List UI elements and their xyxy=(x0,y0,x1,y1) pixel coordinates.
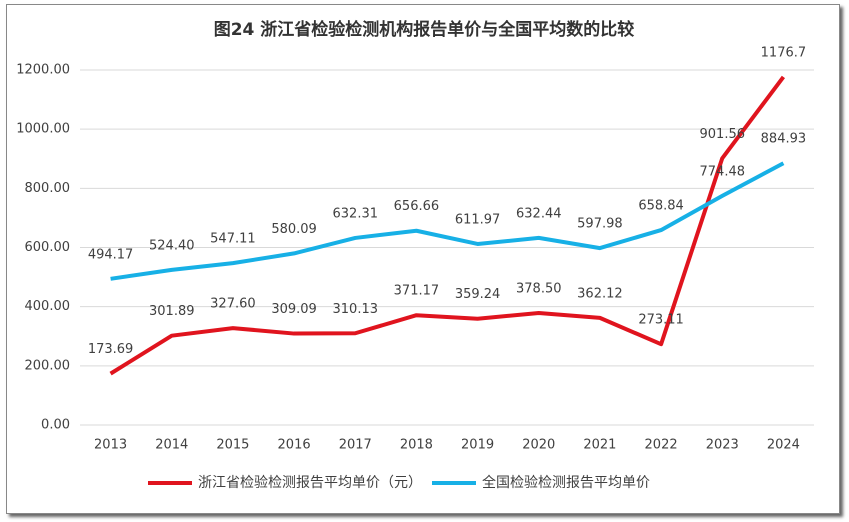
data-label: 632.31 xyxy=(333,206,379,221)
data-label: 310.13 xyxy=(333,302,379,317)
x-tick-label: 2015 xyxy=(216,438,249,453)
y-tick-label: 800.00 xyxy=(25,181,71,196)
x-tick-label: 2021 xyxy=(583,438,616,453)
data-label: 658.84 xyxy=(638,199,684,214)
data-label: 901.56 xyxy=(700,127,746,142)
x-tick-label: 2019 xyxy=(461,438,494,453)
data-label: 359.24 xyxy=(455,287,501,302)
data-label: 580.09 xyxy=(271,222,317,237)
data-label: 597.98 xyxy=(577,217,623,232)
data-label: 378.50 xyxy=(516,282,562,297)
x-tick-label: 2018 xyxy=(400,438,433,453)
data-label: 309.09 xyxy=(271,302,317,317)
y-tick-label: 400.00 xyxy=(25,299,71,314)
x-tick-label: 2022 xyxy=(645,438,678,453)
data-label: 524.40 xyxy=(149,238,195,253)
data-label: 173.69 xyxy=(88,342,134,357)
data-label: 362.12 xyxy=(577,286,623,301)
x-tick-label: 2017 xyxy=(339,438,372,453)
x-tick-label: 2014 xyxy=(155,438,188,453)
x-tick-label: 2024 xyxy=(767,438,800,453)
data-label: 774.48 xyxy=(700,164,746,179)
chart-title: 图24 浙江省检验检测机构报告单价与全国平均数的比较 xyxy=(214,19,635,40)
data-label: 273.11 xyxy=(638,313,684,328)
y-tick-label: 600.00 xyxy=(25,240,71,255)
x-tick-label: 2020 xyxy=(522,438,555,453)
data-label: 632.44 xyxy=(516,206,562,221)
y-tick-label: 1200.00 xyxy=(16,63,70,78)
data-label: 301.89 xyxy=(149,304,195,319)
chart-frame xyxy=(6,4,840,514)
data-label: 371.17 xyxy=(394,284,440,299)
data-label: 884.93 xyxy=(761,132,807,147)
x-tick-label: 2023 xyxy=(706,438,739,453)
y-tick-label: 200.00 xyxy=(25,358,71,373)
legend-label: 浙江省检验检测报告平均单价（元） xyxy=(198,475,422,491)
legend-label: 全国检验检测报告平均单价 xyxy=(482,474,650,491)
y-tick-label: 0.00 xyxy=(41,418,70,433)
data-label: 547.11 xyxy=(210,232,256,247)
series-line xyxy=(109,75,786,376)
y-tick-label: 1000.00 xyxy=(16,122,70,137)
x-tick-label: 2013 xyxy=(94,438,127,453)
data-label: 611.97 xyxy=(455,212,501,227)
x-tick-label: 2016 xyxy=(278,438,311,453)
data-label: 656.66 xyxy=(394,199,440,214)
data-label: 1176.7 xyxy=(761,45,807,60)
data-label: 494.17 xyxy=(88,247,134,262)
data-label: 327.60 xyxy=(210,297,256,312)
series-line xyxy=(110,161,785,281)
